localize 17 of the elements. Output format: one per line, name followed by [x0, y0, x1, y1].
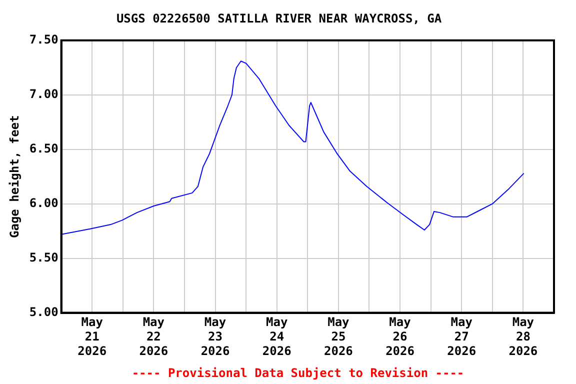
- text: ---- Provisional Data Subject to Revision ----: [132, 366, 464, 380]
- chart-title: USGS 02226500 SATILLA RIVER NEAR WAYCROSS, GA: [116, 11, 442, 26]
- x-tick-label: May 28 2026: [508, 315, 538, 358]
- x-tick-label: May 25 2026: [324, 315, 353, 358]
- x-tick-label: May 26 2026: [386, 315, 414, 358]
- y-tick-label: 5.50: [29, 250, 58, 264]
- x-tick-label: May 27 2026: [447, 315, 476, 358]
- x-tick-label: May 22 2026: [139, 315, 168, 358]
- y-tick-label: 6.00: [29, 196, 58, 210]
- y-axis-title: Gage height, feet: [7, 115, 22, 238]
- y-tick-label: 7.00: [29, 87, 58, 102]
- y-tick-label: 7.50: [29, 32, 58, 47]
- y-tick-label: 5.00: [29, 304, 58, 319]
- x-tick-label: May 21 2026: [78, 315, 107, 358]
- x-tick-label: May 23 2026: [200, 315, 230, 358]
- x-tick-label: May 24 2026: [262, 315, 292, 358]
- y-tick-label: 6.50: [29, 141, 58, 156]
